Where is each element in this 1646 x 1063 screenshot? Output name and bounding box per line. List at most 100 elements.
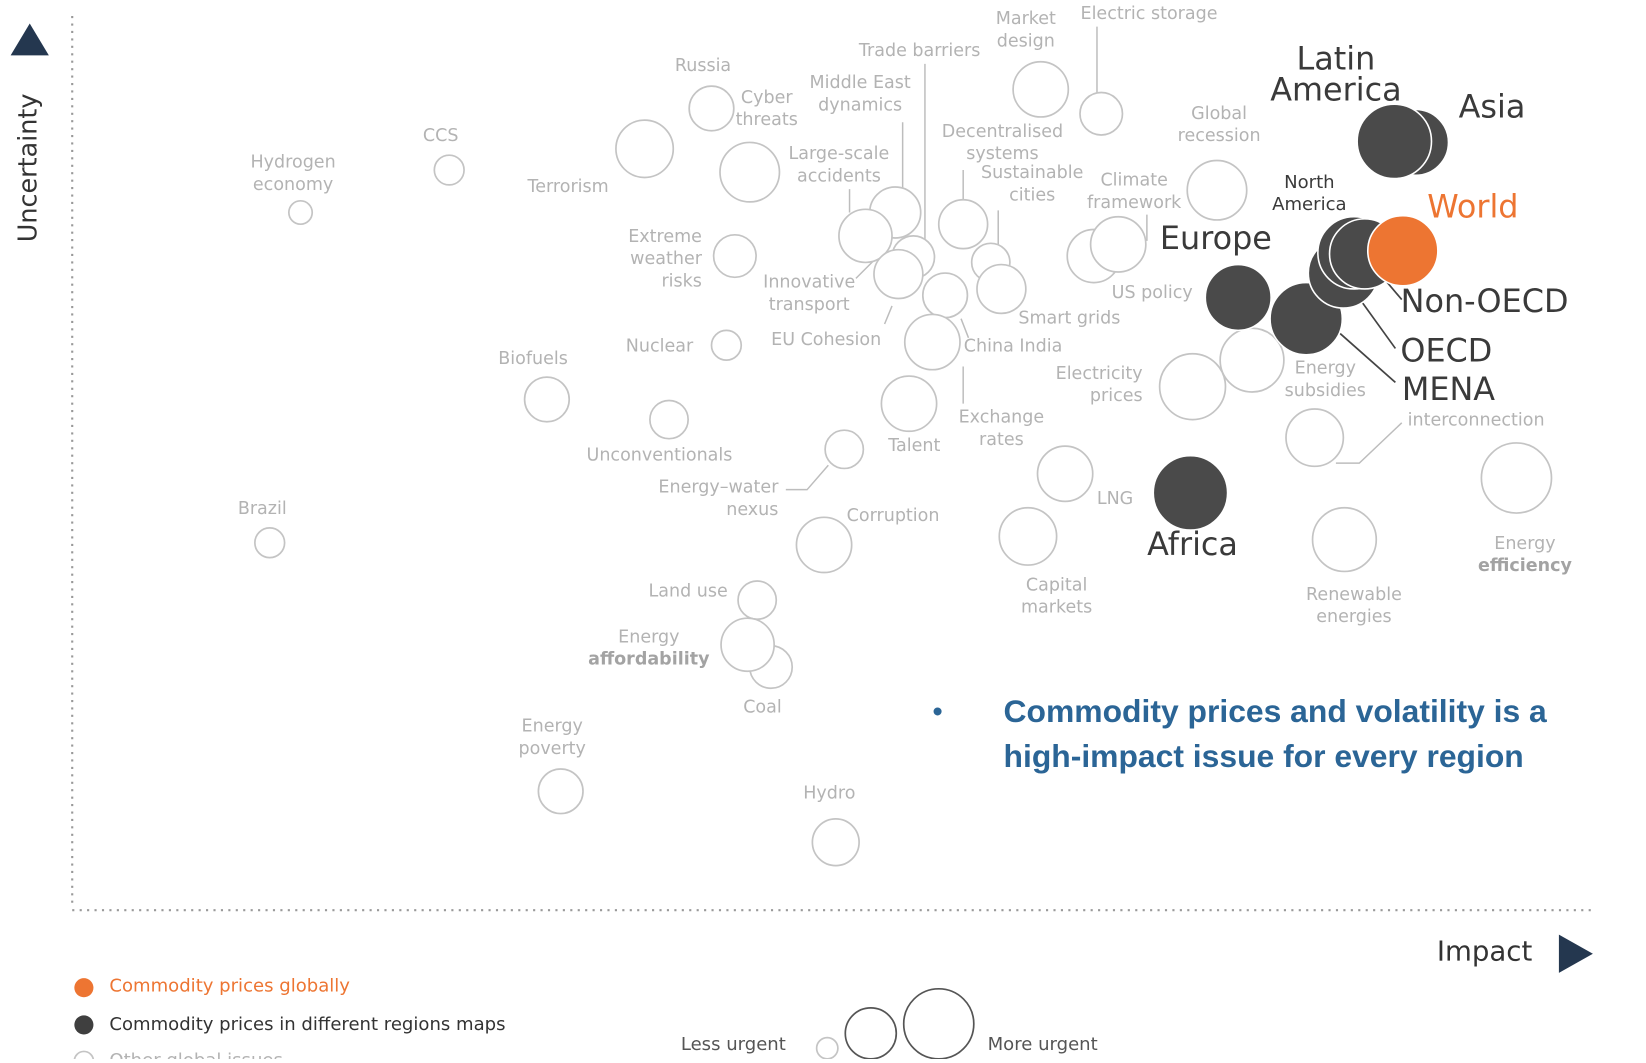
- callout: Commodity prices and volatility is a: [1004, 693, 1548, 729]
- issue-label: risks: [661, 272, 701, 292]
- x-axis-label: Impact: [1437, 935, 1533, 968]
- issue-bubble: [880, 375, 938, 433]
- issue-label: Electric storage: [1081, 4, 1218, 24]
- y-axis-label: Uncertainty: [14, 94, 44, 243]
- issue-bubble: [1219, 327, 1285, 393]
- issue-label: Unconventionals: [587, 446, 733, 466]
- issue-label: efficiency: [1478, 556, 1573, 576]
- issue-bubble: [1036, 445, 1094, 503]
- issue-label: Middle East: [810, 73, 911, 93]
- issue-bubble: [254, 527, 286, 559]
- issue-bubble: [921, 272, 969, 319]
- issue-bubble: [795, 516, 853, 574]
- size-label: Less urgent: [681, 1034, 786, 1055]
- issue-label: threats: [736, 110, 798, 130]
- issue-bubble: [537, 768, 584, 815]
- legend-label: Other global issues: [109, 1050, 283, 1059]
- region-label: Non-OECD: [1401, 282, 1569, 320]
- issue-label: Biofuels: [498, 349, 568, 369]
- issue-bubble: [903, 313, 961, 371]
- issue-label: Energy–water: [658, 478, 779, 498]
- region-bubble: [1152, 454, 1229, 531]
- issue-label: dynamics: [818, 95, 902, 115]
- legend-label: Commodity prices in different regions ma…: [109, 1014, 505, 1035]
- issue-label: Global: [1191, 104, 1247, 124]
- issue-bubble: [737, 580, 778, 621]
- issue-label: Energy: [1494, 534, 1555, 554]
- leader-lines: [785, 26, 1403, 491]
- legend-dot: [73, 1050, 95, 1063]
- issue-label: framework: [1087, 193, 1182, 213]
- issue-bubble: [873, 248, 924, 300]
- issue-label: Climate: [1100, 171, 1167, 191]
- issue-label: Electricity: [1056, 364, 1143, 384]
- issue-bubble: [838, 208, 893, 264]
- issue-bubble: [1311, 506, 1378, 573]
- issue-label: Nuclear: [626, 336, 694, 356]
- region-label: World: [1427, 187, 1518, 225]
- region-bubble: [1204, 263, 1272, 332]
- issue-label: Exchange: [959, 407, 1045, 427]
- size-label: More urgent: [988, 1034, 1098, 1055]
- issue-bubble: [824, 429, 865, 470]
- issue-label: CCS: [423, 126, 459, 146]
- world-bubble: [1366, 214, 1439, 287]
- issue-label: Market: [996, 9, 1056, 29]
- region-label: America: [1272, 194, 1346, 215]
- issue-label: systems: [966, 144, 1038, 164]
- region-label: Europe: [1160, 219, 1272, 257]
- issue-label: design: [997, 32, 1055, 52]
- issue-label: Energy: [618, 627, 679, 647]
- issue-label: Land use: [648, 582, 727, 602]
- issue-label: Trade barriers: [858, 41, 980, 61]
- issue-label: markets: [1021, 598, 1092, 618]
- issue-bubble: [523, 376, 571, 423]
- issue-bubble: [287, 199, 314, 226]
- issue-label: Sustainable: [981, 163, 1083, 183]
- issue-bubble: [1285, 408, 1345, 468]
- issue-label: EU Cohesion: [771, 330, 881, 350]
- issue-label: cities: [1009, 186, 1055, 206]
- issue-label: nexus: [726, 500, 778, 520]
- issue-bubble: [712, 233, 757, 279]
- issue-label: Brazil: [238, 499, 287, 519]
- region-label: North: [1284, 172, 1334, 193]
- issue-bubble: [1079, 91, 1124, 136]
- issue-label: Capital: [1026, 575, 1087, 595]
- issue-label: subsidies: [1285, 381, 1366, 401]
- size-key: [902, 987, 975, 1060]
- legend-label: Commodity prices globally: [109, 976, 350, 997]
- issue-bubble: [937, 198, 989, 250]
- issue-label: Hydrogen: [251, 153, 336, 173]
- issue-label: Talent: [887, 436, 940, 456]
- issue-label: Renewable: [1306, 585, 1402, 605]
- legend-dot: [74, 978, 94, 998]
- issue-label: Hydro: [803, 783, 855, 803]
- issue-label: Extreme: [628, 227, 702, 247]
- issue-bubble: [615, 119, 675, 179]
- issue-label: energies: [1316, 607, 1391, 627]
- issue-label: Innovative: [763, 273, 855, 293]
- issue-bubble: [688, 85, 735, 132]
- issue-label: Coal: [743, 697, 782, 717]
- issue-bubble: [710, 329, 743, 361]
- region-label: Africa: [1147, 525, 1238, 563]
- issue-label: prices: [1090, 386, 1143, 406]
- issue-label: Smart grids: [1018, 309, 1120, 329]
- region-label: Asia: [1459, 87, 1526, 125]
- issue-bubble: [998, 506, 1058, 566]
- issue-label: China India: [964, 336, 1063, 356]
- issue-label: weather: [630, 249, 703, 269]
- issue-bubble: [976, 263, 1027, 315]
- issue-bubble: [1158, 352, 1227, 421]
- region-label: Latin: [1297, 40, 1376, 78]
- issue-label: US policy: [1112, 283, 1193, 303]
- issue-bubble: [1089, 215, 1147, 273]
- issue-label: Cyber: [741, 88, 793, 108]
- issue-label: Terrorism: [527, 177, 609, 197]
- issue-bubble: [1186, 159, 1248, 221]
- issue-label: Russia: [675, 56, 731, 76]
- issue-label: rates: [979, 430, 1024, 450]
- region-label: America: [1270, 70, 1401, 108]
